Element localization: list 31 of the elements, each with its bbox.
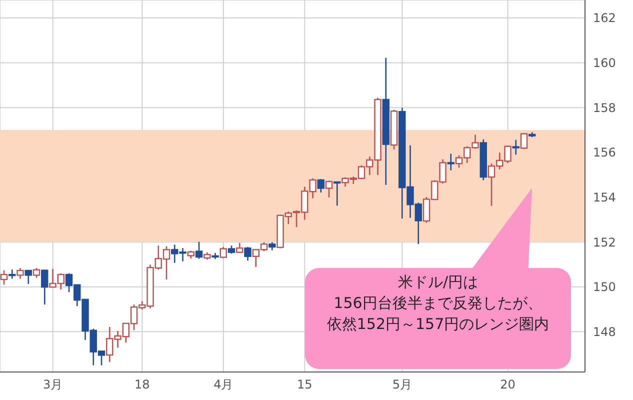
y-tick-label: 156	[593, 146, 616, 160]
candlestick	[317, 178, 324, 194]
candlestick	[32, 267, 40, 279]
y-tick-label: 154	[593, 190, 616, 204]
annotation: 依然152円～157円のレンジ圏内	[326, 314, 550, 335]
x-tick-label: 15	[297, 378, 312, 392]
y-tick-label: 148	[593, 324, 616, 339]
candlestick	[244, 246, 252, 262]
annotation: 156円台後半まで反発したが、	[332, 293, 544, 314]
y-tick-label: 152	[593, 235, 616, 250]
candlestick	[520, 132, 528, 150]
candlestick	[447, 153, 454, 171]
y-tick-label: 158	[593, 100, 616, 115]
candlestick	[220, 246, 227, 259]
y-tick-label: 160	[593, 56, 616, 70]
x-tick-label: 5月	[392, 378, 412, 392]
candlestick	[512, 139, 520, 156]
y-tick-label: 162	[593, 11, 616, 26]
candlestick	[325, 180, 333, 198]
x-tick-label: 18	[134, 378, 150, 392]
x-tick-label: 3月	[42, 378, 63, 392]
candlestick	[8, 268, 16, 280]
y-tick-label: 150	[593, 280, 616, 294]
x-tick-label: 4月	[214, 378, 234, 392]
annotation: 米ドル/円は	[396, 272, 480, 293]
candlestick	[16, 267, 24, 280]
candlestick	[24, 270, 32, 285]
x-tick-label: 20	[500, 378, 516, 392]
candlestick	[334, 181, 341, 206]
candlestick	[195, 241, 203, 260]
candlestick	[41, 269, 48, 306]
